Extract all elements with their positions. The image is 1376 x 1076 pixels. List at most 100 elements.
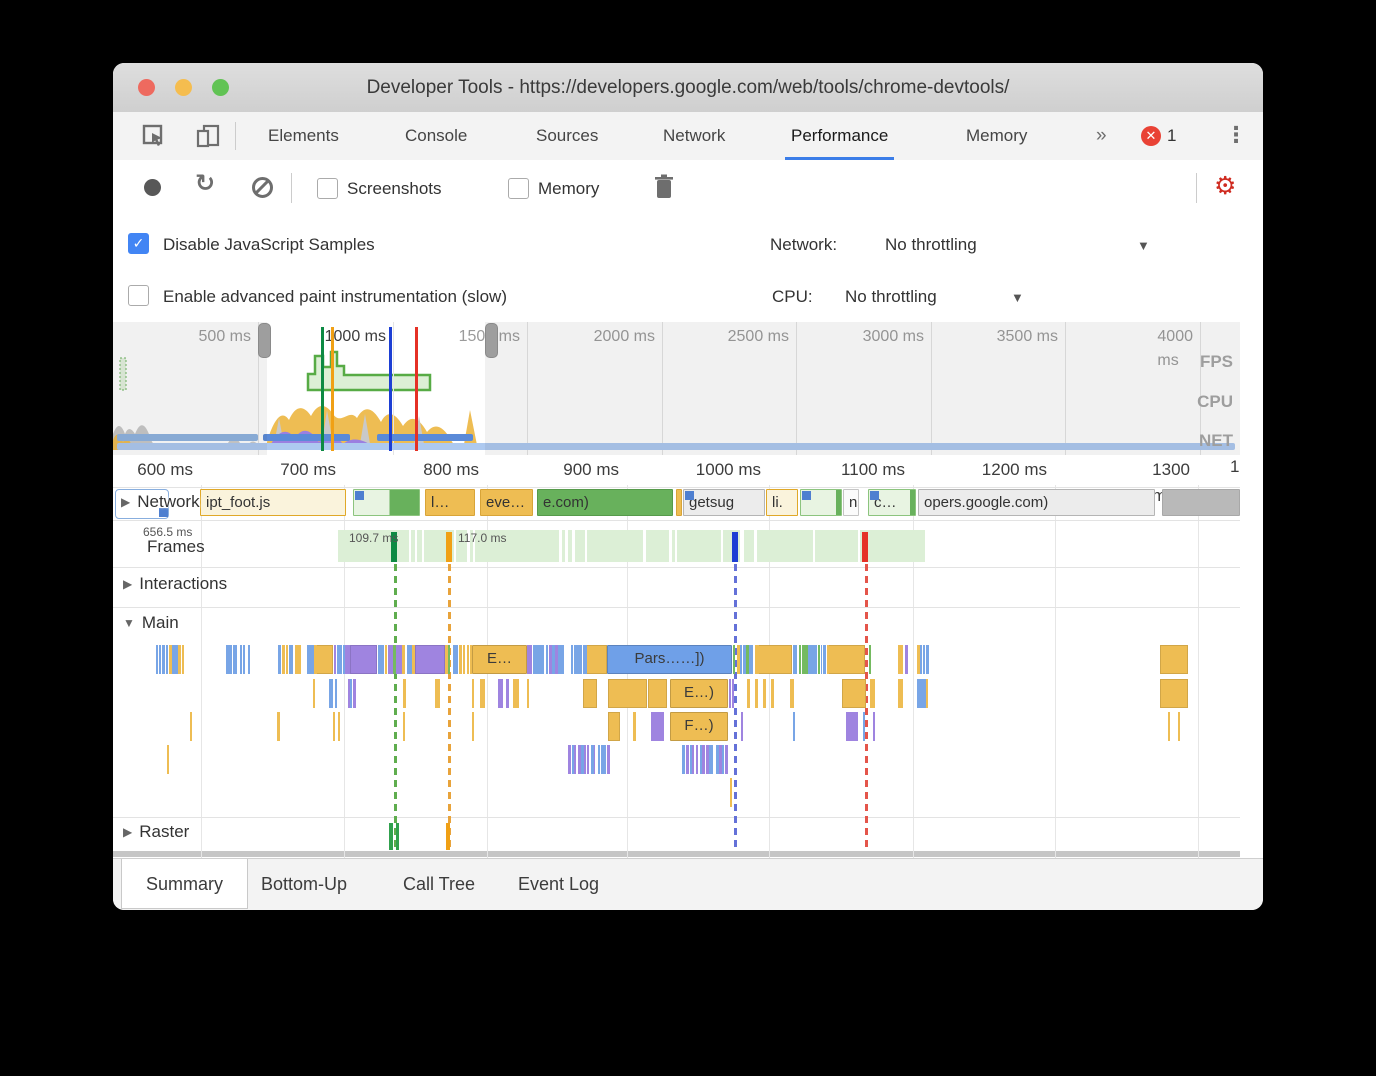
frames-band[interactable]	[338, 530, 925, 562]
flame-bar	[870, 679, 875, 708]
collapse-arrow-icon[interactable]: ▼	[123, 616, 135, 630]
overview-marker-line	[389, 327, 392, 451]
more-tabs-chevron[interactable]: »	[1096, 125, 1107, 146]
network-request-bar[interactable]: eve…	[480, 489, 533, 516]
error-count[interactable]: 1	[1167, 126, 1177, 145]
screenshots-checkbox[interactable]	[317, 178, 338, 199]
network-throttle-select[interactable]: No throttling	[885, 235, 977, 254]
flame-micro-bar	[804, 645, 808, 674]
screenshots-label: Screenshots	[347, 179, 442, 198]
inspect-element-icon[interactable]	[141, 123, 167, 149]
network-request-bar[interactable]	[800, 489, 842, 516]
network-request-bar[interactable]	[353, 489, 420, 516]
flame-bar-labeled[interactable]: Pars……])	[607, 645, 732, 674]
expand-arrow-icon[interactable]: ▶	[123, 825, 133, 839]
kebab-menu-icon[interactable]: ⋮	[1225, 122, 1247, 147]
minimize-button[interactable]	[175, 79, 192, 96]
clear-recordings-icon[interactable]	[252, 177, 273, 198]
flame-micro-bar	[574, 745, 576, 774]
flame-bar-labeled[interactable]: E…)	[670, 679, 728, 708]
error-badge-icon[interactable]: ✕	[1141, 126, 1161, 146]
zoom-button[interactable]	[212, 79, 229, 96]
flame-bar	[1168, 712, 1170, 741]
flame-micro-bar	[555, 645, 558, 674]
network-request-bar[interactable]: opers.google.com)	[918, 489, 1155, 516]
net-row-label: NET	[1199, 431, 1233, 450]
flame-bar	[472, 679, 474, 708]
titlebar: Developer Tools - https://developers.goo…	[113, 63, 1263, 113]
timeline-overview[interactable]: 500 ms 1000 ms 1500 ms 2000 ms 2500 ms 3000 m…	[113, 322, 1240, 455]
timeline-detail[interactable]: 600 ms 700 ms 800 ms 900 ms 1000 ms 1100 ms 12…	[113, 455, 1240, 858]
network-request-bar[interactable]: li.	[766, 489, 798, 516]
flame-bar	[403, 679, 406, 708]
close-button[interactable]	[138, 79, 155, 96]
cpu-caret-icon[interactable]: ▼	[1011, 290, 1024, 305]
expand-arrow-icon[interactable]: ▶	[121, 495, 131, 509]
tab-network[interactable]: Network	[663, 126, 726, 145]
fps-row-label: FPS	[1199, 352, 1233, 371]
bottom-tab-summary[interactable]: Summary	[121, 859, 248, 909]
capture-settings-gear-icon[interactable]: ⚙	[1214, 172, 1237, 200]
network-request-bar[interactable]: ns	[843, 489, 859, 516]
flame-bar	[633, 712, 636, 741]
frames-gap	[415, 530, 417, 562]
bottom-tab-bottom-up[interactable]: Bottom-Up	[261, 874, 348, 894]
flame-bar	[755, 679, 758, 708]
advanced-paint-checkbox[interactable]	[128, 285, 149, 306]
network-request-bar[interactable]: c…	[868, 489, 916, 516]
track-label-interactions[interactable]: ▶ Interactions	[123, 574, 227, 594]
flame-bar-labeled[interactable]: E…	[472, 645, 527, 674]
network-request-bar[interactable]	[1162, 489, 1240, 516]
tab-console[interactable]: Console	[405, 126, 468, 145]
tab-sources[interactable]: Sources	[536, 126, 599, 145]
cpu-throttle-select[interactable]: No throttling	[845, 287, 937, 306]
network-request-bar[interactable]: ipt_foot.js	[200, 489, 346, 516]
track-label-main[interactable]: ▼ Main	[123, 613, 179, 633]
device-toolbar-icon[interactable]	[195, 123, 221, 149]
flame-bar	[863, 712, 865, 741]
network-request-bar[interactable]	[676, 489, 682, 516]
track-separator	[113, 520, 1240, 521]
memory-checkbox[interactable]	[508, 178, 529, 199]
flame-micro-bar	[175, 645, 178, 674]
flame-bar-labeled[interactable]: F…)	[670, 712, 728, 741]
flame-micro-bar	[584, 745, 586, 774]
flame-micro-bar	[811, 645, 814, 674]
tab-memory[interactable]: Memory	[966, 126, 1028, 145]
record-button[interactable]	[144, 179, 161, 196]
bottom-tab-event-log[interactable]: Event Log	[518, 874, 600, 894]
detail-gridline	[1198, 485, 1199, 858]
track-label-raster[interactable]: ▶ Raster	[123, 822, 189, 842]
flame-micro-bar	[452, 645, 457, 674]
track-label-frames[interactable]: Frames	[147, 537, 205, 557]
flame-micro-bar	[746, 645, 750, 674]
bottom-tab-call-tree[interactable]: Call Tree	[403, 874, 476, 894]
flame-micro-bar	[653, 712, 656, 741]
disable-js-samples-checkbox[interactable]: ✓	[128, 233, 149, 254]
flame-micro-bar	[917, 679, 921, 708]
network-request-bar[interactable]: e.com)	[537, 489, 673, 516]
flame-micro-bar	[718, 745, 723, 774]
flame-micro-bar	[817, 645, 821, 674]
tab-elements[interactable]: Elements	[268, 126, 339, 145]
frame-marker	[732, 532, 738, 562]
selection-handle-right[interactable]	[485, 323, 498, 358]
reload-and-profile-icon[interactable]: ↻	[195, 170, 216, 197]
track-label-network[interactable]: ▶ Network	[121, 492, 200, 512]
flame-micro-bar	[240, 645, 243, 674]
track-name: Network	[137, 492, 200, 511]
network-request-bar[interactable]: l…	[425, 489, 475, 516]
detail-tick-label-partial: 1	[1230, 457, 1240, 476]
flame-micro-bar	[708, 745, 712, 774]
flame-bar	[415, 645, 445, 674]
tab-performance[interactable]: Performance	[784, 112, 895, 160]
flame-micro-bar	[469, 645, 473, 674]
trash-icon[interactable]	[653, 174, 675, 205]
expand-arrow-icon[interactable]: ▶	[123, 577, 133, 591]
flame-micro-bar	[243, 645, 246, 674]
network-caret-icon[interactable]: ▼	[1137, 238, 1150, 253]
network-request-bar[interactable]: getsug	[683, 489, 765, 516]
horizontal-scrollbar[interactable]	[113, 851, 1240, 857]
selection-handle-left[interactable]	[258, 323, 271, 358]
flame-bar	[472, 712, 474, 741]
